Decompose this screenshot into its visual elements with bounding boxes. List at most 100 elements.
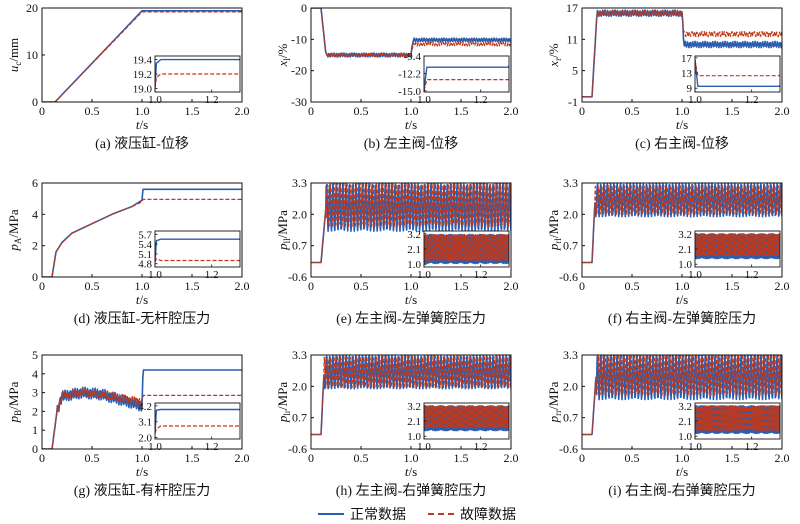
inset-y-tick-label: 2.1 (678, 244, 692, 256)
y-tick-label: 11 (566, 32, 578, 46)
inset-x-tick-label: 1.2 (205, 441, 219, 453)
x-axis-label: t/s (136, 117, 148, 132)
x-axis-label: t/s (136, 292, 148, 307)
inset-series-fault (695, 233, 780, 257)
plot-area (582, 9, 782, 98)
y-tick-label: 0 (32, 442, 38, 456)
y-tick-label: 17 (566, 1, 578, 15)
legend-label-fault: 故障数据 (460, 508, 516, 523)
x-tick-label: 0.5 (85, 104, 100, 118)
y-tick-label: 2.0 (292, 379, 307, 393)
x-tick-label: 0.5 (625, 104, 640, 118)
panel-caption: (c) 右主阀-位移 (635, 136, 729, 152)
inset-x-tick-label: 1.0 (417, 441, 431, 453)
inset-plot (424, 405, 509, 432)
x-axis-label: t/s (136, 464, 148, 479)
x-tick-label: 0 (39, 279, 45, 293)
panel-caption: (d) 液压缸-无杆腔压力 (74, 310, 211, 327)
x-tick-label: 1.0 (135, 104, 150, 118)
inset-y-tick-label: -15.0 (398, 86, 421, 98)
series-fault (582, 355, 782, 436)
panel-caption: (e) 左主阀-左弹簧腔压力 (336, 311, 486, 327)
y-tick-label: 3.3 (292, 176, 307, 190)
x-tick-label: 0.5 (625, 451, 640, 465)
inset: 1.0 1.2 3.2 2.1 1.0 (678, 229, 781, 281)
y-tick-label: 2 (32, 239, 38, 253)
inset-y-tick-label: 13 (681, 68, 693, 80)
y-tick-label: 2.0 (563, 379, 578, 393)
inset-series-normal (155, 58, 240, 89)
inset-series-fault (424, 233, 509, 262)
y-tick-label: 3 (32, 386, 38, 400)
inset-y-tick-label: 5.1 (138, 249, 152, 261)
panel-7: 0 0.5 1.0 1.5 2.0 3.3 2.0 0.7 -0.6 t/s plr/MPa (h) … (275, 348, 519, 499)
panel-caption: (g) 液压缸-有杆腔压力 (74, 482, 211, 499)
x-tick-label: 0.5 (354, 104, 369, 118)
inset-x-tick-label: 1.0 (148, 269, 162, 281)
inset-frame (694, 55, 781, 93)
y-tick-label: 1 (32, 423, 38, 437)
x-tick-label: 1.0 (404, 451, 419, 465)
x-tick-label: 2.0 (235, 279, 250, 293)
inset-x-tick-label: 1.2 (474, 269, 488, 281)
inset-x-tick-label: 1.0 (148, 94, 162, 106)
y-tick-label: 4 (32, 367, 38, 381)
y-tick-label: 0.7 (292, 411, 307, 425)
inset: 1.0 1.2 19.4 19.2 19.0 (133, 55, 241, 106)
x-tick-label: 0 (39, 451, 45, 465)
series-normal (42, 10, 242, 102)
series-fault (311, 8, 511, 58)
series-fault (42, 11, 242, 102)
x-tick-label: 0.5 (85, 451, 100, 465)
inset: 1.0 1.2 -9.4 -12.2 -15.0 (398, 51, 510, 106)
inset-y-tick-label: 2.1 (407, 244, 421, 256)
inset-y-tick-label: 19.0 (133, 83, 153, 95)
inset-plot (695, 233, 780, 260)
inset-series-fault (155, 258, 240, 263)
panel-5: 0 0.5 1.0 1.5 2.0 3.3 2.0 0.7 -0.6 t/s prl/MPa (f) … (546, 176, 790, 327)
x-tick-label: 2.0 (504, 451, 519, 465)
y-tick-label: 2 (32, 404, 38, 418)
x-axis-label: t/s (405, 464, 417, 479)
legend-item-fault: 故障数据 (428, 504, 516, 524)
x-tick-label: 0 (579, 279, 585, 293)
x-tick-label: 1.5 (725, 279, 740, 293)
x-tick-label: 0 (579, 104, 585, 118)
inset-y-tick-label: 4.2 (138, 401, 152, 413)
y-tick-label: -1 (568, 95, 578, 109)
inset-plot (424, 65, 509, 91)
x-tick-label: 2.0 (235, 104, 250, 118)
x-tick-label: 0.5 (85, 279, 100, 293)
x-tick-label: 2.0 (235, 451, 250, 465)
x-tick-label: 1.5 (185, 279, 200, 293)
inset-series-normal (155, 238, 240, 263)
inset-y-tick-label: 19.2 (133, 69, 152, 81)
y-tick-label: 5 (32, 348, 38, 362)
plot-area (311, 8, 511, 58)
legend: 正常数据 故障数据 (318, 505, 538, 523)
y-tick-label: 2.0 (292, 207, 307, 221)
x-tick-label: 0.5 (625, 279, 640, 293)
y-tick-label: 0.7 (563, 411, 578, 425)
inset: 1.0 1.2 3.2 2.1 1.0 (678, 401, 781, 453)
inset-y-tick-label: 1.0 (407, 431, 421, 443)
inset: 1.0 1.2 3.2 2.1 1.0 (407, 229, 510, 281)
x-tick-label: 1.0 (675, 104, 690, 118)
y-axis-label: pll/MPa (275, 210, 292, 251)
y-tick-label: 0.7 (292, 239, 307, 253)
panel-2: 0 0.5 1.0 1.5 2.0 17 11 5 -1 t/s xr/% (c) 右主阀-位移 1.0… (546, 1, 790, 152)
inset-y-tick-label: 3.1 (138, 417, 152, 429)
inset-frame (154, 230, 241, 268)
y-tick-label: -0.6 (559, 270, 578, 284)
x-tick-label: 1.5 (725, 451, 740, 465)
inset-y-tick-label: 2.1 (678, 416, 692, 428)
x-axis-label: t/s (405, 117, 417, 132)
y-tick-label: -10 (291, 32, 307, 46)
y-axis-label: pA/MPa (6, 209, 23, 251)
panel-1: 0 0.5 1.0 1.5 2.0 0 -10 -20 -30 t/s xl/% (b) 左主阀-位移… (275, 1, 519, 152)
y-tick-label: 0 (301, 1, 307, 15)
x-tick-label: 1.5 (454, 279, 469, 293)
series-normal (311, 183, 511, 264)
y-tick-label: -0.6 (288, 442, 307, 456)
